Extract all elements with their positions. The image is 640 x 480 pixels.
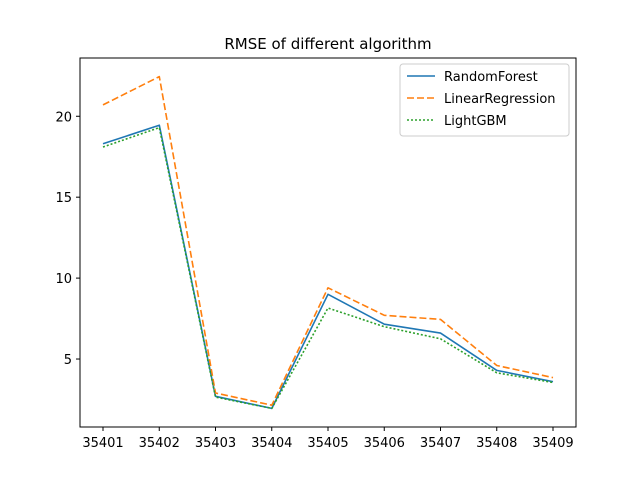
x-tick-label: 35407 [420,436,461,451]
series-layer [102,75,554,410]
x-tick-label: 35404 [251,436,292,451]
legend-box [399,63,570,137]
y-axis: 5 10 15 20 [55,110,80,368]
x-tick-label: 35409 [532,436,573,451]
chart-title: RMSE of different algorithm [224,35,431,53]
x-tick-label: 35402 [139,436,180,451]
y-tick-label: 20 [55,110,72,125]
x-tick-label: 35408 [476,436,517,451]
legend-label-lightgbm: LightGBM [444,114,507,129]
x-axis: 35401 35402 35403 35404 35405 35406 35407 35408… [82,427,574,451]
legend-label-linearregression: LinearRegression [444,92,556,107]
legend-label-randomforest: RandomForest [444,70,538,85]
x-tick-label: 35401 [82,436,123,451]
x-tick-label: 35406 [364,436,405,451]
y-tick-label: 10 [55,272,72,287]
x-tick-label: 35405 [307,436,348,451]
y-tick-label: 5 [64,353,72,368]
series-line-linearregression [102,75,554,407]
y-tick-label: 15 [55,191,72,206]
legend: RandomForest LinearRegression LightGBM [399,63,570,137]
x-tick-label: 35403 [195,436,236,451]
